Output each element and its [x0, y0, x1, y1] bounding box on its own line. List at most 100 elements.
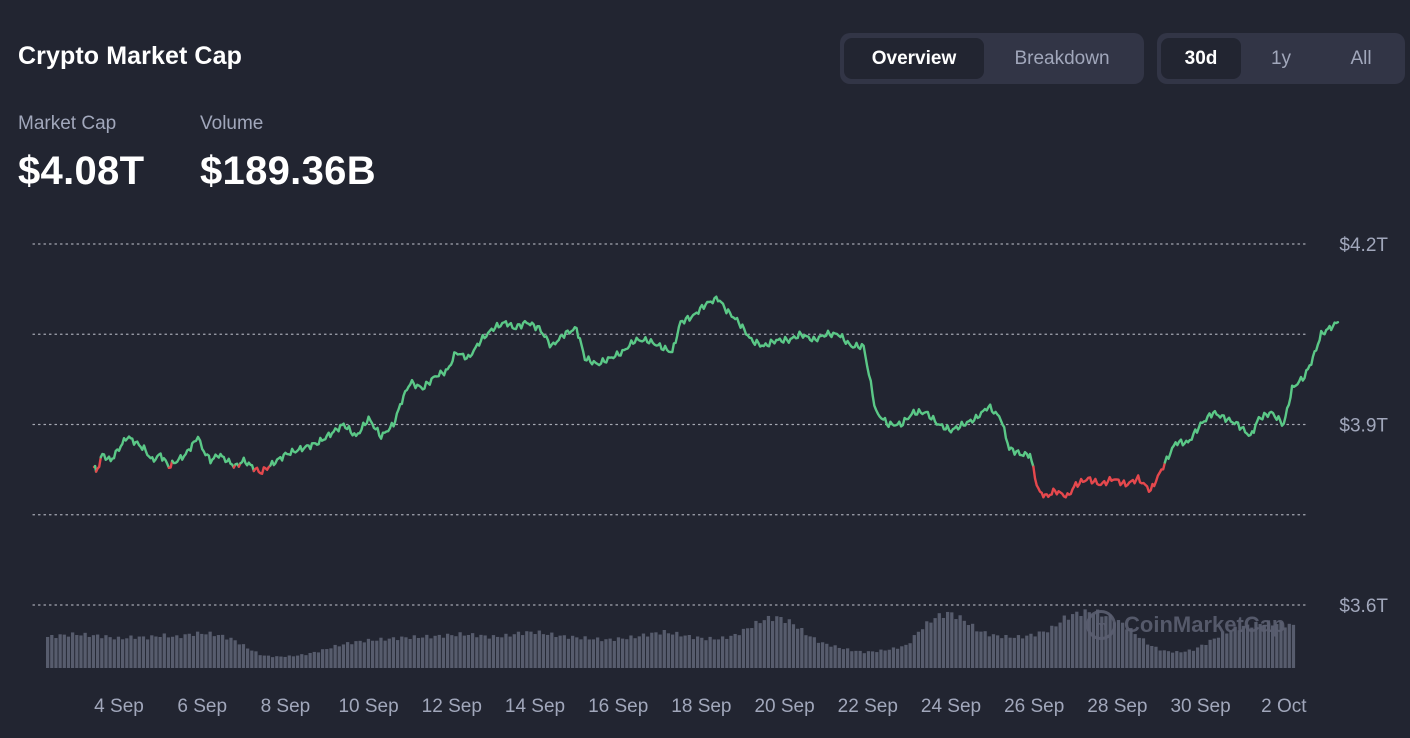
price-line-down-segment	[252, 464, 272, 475]
price-line-up-segment	[269, 295, 1035, 468]
volume-bar	[1112, 622, 1116, 668]
volume-bar	[896, 648, 900, 668]
volume-bar	[1216, 637, 1221, 668]
volume-bar	[271, 657, 275, 668]
range-all-button[interactable]: All	[1350, 47, 1372, 69]
volume-bar	[654, 632, 658, 668]
volume-bar	[79, 635, 83, 668]
tab-overview[interactable]: Overview	[844, 38, 984, 79]
y-tick-label: $3.6T	[1339, 596, 1388, 617]
volume-bar	[491, 635, 496, 668]
volume-bar	[150, 635, 154, 668]
x-tick-label: 30 Sep	[1170, 696, 1230, 717]
y-tick-label: $4.2T	[1339, 235, 1388, 256]
volume-bar	[104, 635, 108, 668]
volume-bar	[341, 644, 346, 668]
x-tick-label: 24 Sep	[921, 696, 981, 717]
volume-bar	[521, 635, 525, 668]
volume-bar	[1266, 620, 1271, 668]
volume-bar	[541, 634, 546, 668]
volume-bar	[1237, 630, 1241, 668]
volume-bar	[1129, 628, 1133, 668]
volume-bar	[304, 655, 308, 668]
volume-bar	[550, 632, 554, 668]
volume-bar	[566, 638, 571, 668]
volume-bar	[683, 635, 687, 668]
volume-bar	[779, 617, 783, 668]
volume-bar	[912, 635, 916, 668]
volume-bar	[358, 640, 362, 668]
volume-bar	[841, 649, 846, 668]
volume-bar	[46, 636, 50, 668]
price-line-up-segment	[239, 456, 256, 473]
volume-bar	[929, 622, 933, 668]
volume-bar	[508, 636, 512, 668]
volume-bar	[204, 634, 208, 668]
range-1y-button[interactable]: 1y	[1270, 47, 1292, 69]
x-tick-label: 14 Sep	[505, 696, 565, 717]
volume-bar	[804, 635, 808, 668]
volume-bar	[666, 633, 671, 668]
volume-bar	[533, 634, 537, 668]
volume-bar	[933, 618, 937, 668]
volume-bar	[1146, 644, 1150, 668]
volume-bar	[1079, 616, 1083, 668]
volume-bar	[937, 613, 941, 668]
volume-bar	[875, 652, 879, 668]
volume-bar	[183, 634, 187, 668]
volume-bar	[221, 634, 225, 668]
volume-bar	[1241, 625, 1246, 668]
volume-bar	[525, 631, 529, 668]
volume-bar	[583, 636, 587, 668]
tab-breakdown[interactable]: Breakdown	[1014, 47, 1110, 69]
volume-bar	[175, 635, 179, 668]
volume-bar	[962, 620, 966, 668]
volume-bar	[1287, 623, 1291, 668]
volume-bar	[1283, 627, 1287, 668]
volume-bar	[225, 639, 229, 668]
volume-bar	[275, 656, 279, 668]
volume-bar	[1275, 624, 1279, 668]
volume-bar	[966, 625, 971, 668]
volume-bar	[746, 628, 750, 668]
volume-bar	[562, 635, 566, 668]
volume-bar	[904, 644, 908, 668]
volume-bar	[504, 633, 508, 668]
volume-bar	[766, 615, 771, 668]
price-line-down-segment	[167, 459, 174, 469]
price-line-up-segment	[1163, 321, 1340, 464]
volume-bar	[1162, 650, 1166, 668]
volume-bar	[633, 638, 637, 668]
volume-bar	[216, 635, 221, 668]
volume-bar	[296, 655, 300, 668]
volume-bar	[691, 639, 696, 668]
volume-bar	[991, 634, 996, 668]
volume-bar	[66, 636, 71, 668]
watermark: m CoinMarketCap	[1086, 610, 1285, 640]
range-30d-button[interactable]: 30d	[1161, 38, 1241, 79]
volume-bar	[258, 655, 262, 668]
volume-bar	[854, 650, 858, 668]
volume-bar	[316, 652, 321, 668]
volume-bar	[629, 635, 633, 668]
volume-bar	[346, 642, 350, 668]
volume-bar	[237, 644, 241, 668]
volume-bar	[354, 641, 358, 668]
volume-bar	[171, 636, 175, 668]
volume-bar	[1121, 622, 1125, 668]
volume-bar	[641, 633, 646, 668]
volume-bar	[333, 644, 337, 668]
volume-bar	[833, 645, 837, 668]
x-tick-label: 20 Sep	[754, 696, 814, 717]
volume-bar	[350, 644, 354, 668]
volume-bar	[421, 637, 425, 668]
volume-bar	[412, 635, 416, 668]
volume-bar	[1191, 650, 1196, 668]
volume-bar	[379, 637, 383, 668]
volume-bar	[716, 639, 721, 668]
volume-bar	[1066, 619, 1071, 668]
volume-bar	[100, 638, 104, 668]
volume-bar	[196, 631, 200, 668]
volume-bar	[500, 637, 504, 668]
